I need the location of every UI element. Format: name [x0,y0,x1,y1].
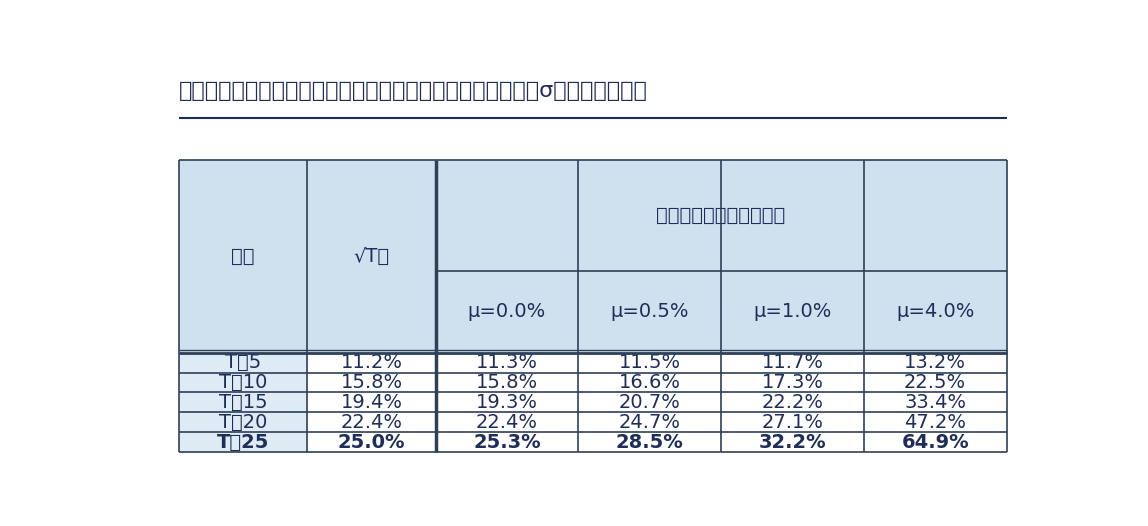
Text: シミュレーションの結果: シミュレーションの結果 [657,206,785,225]
Text: 17.3%: 17.3% [761,373,823,392]
Text: 20.7%: 20.7% [619,393,681,412]
Bar [435,353,579,372]
Bar [721,392,863,412]
Text: 11.7%: 11.7% [761,353,823,372]
Text: 24.7%: 24.7% [619,413,681,432]
Bar [721,372,863,392]
Bar [721,432,863,452]
Text: T＝15: T＝15 [219,393,267,412]
Bar [863,412,1007,432]
Text: 11.2%: 11.2% [341,353,403,372]
Bar [435,372,579,392]
Bar [579,353,721,372]
Bar [308,432,435,452]
Text: 13.2%: 13.2% [905,353,967,372]
Bar [435,412,579,432]
Text: 11.5%: 11.5% [619,353,681,372]
Text: T＝25: T＝25 [217,432,270,451]
Bar [579,392,721,412]
Bar [579,372,721,392]
Text: 25.3%: 25.3% [473,432,541,451]
Text: T＝10: T＝10 [219,373,267,392]
Text: 22.2%: 22.2% [761,393,823,412]
Bar [863,271,1007,353]
Bar [308,392,435,412]
Bar [308,412,435,432]
Bar [863,392,1007,412]
Text: 47.2%: 47.2% [905,413,967,432]
Bar [179,432,308,452]
Bar [863,432,1007,452]
Bar [308,372,435,392]
Text: 32.2%: 32.2% [759,432,827,451]
Bar [579,271,721,353]
Text: 11.3%: 11.3% [476,353,538,372]
Text: 28.5%: 28.5% [615,432,683,451]
Text: 15.8%: 15.8% [341,373,403,392]
Text: 19.3%: 19.3% [476,393,538,412]
Bar [179,353,308,372]
Text: T＝20: T＝20 [219,413,267,432]
Text: 22.4%: 22.4% [476,413,538,432]
Text: 19.4%: 19.4% [341,393,403,412]
Text: 25.0%: 25.0% [338,432,405,451]
Bar [721,353,863,372]
Text: √T倍: √T倍 [354,247,389,266]
Text: 22.5%: 22.5% [905,373,967,392]
Bar [179,372,308,392]
Text: 22.4%: 22.4% [341,413,403,432]
Bar [863,372,1007,392]
Text: 15.8%: 15.8% [476,373,538,392]
Text: 期間: 期間 [232,247,255,266]
Text: 64.9%: 64.9% [901,432,969,451]
Bar [308,160,435,353]
Text: μ=0.5%: μ=0.5% [611,302,689,321]
Text: 16.6%: 16.6% [619,373,681,392]
Text: μ=1.0%: μ=1.0% [753,302,831,321]
Text: T＝5: T＝5 [225,353,262,372]
Bar [179,160,308,353]
Bar [721,412,863,432]
Text: μ=0.0%: μ=0.0% [468,302,546,321]
Bar [435,392,579,412]
Bar [308,353,435,372]
Bar [721,271,863,353]
Bar [179,392,308,412]
Bar [435,432,579,452]
Bar [863,353,1007,372]
Bar [579,432,721,452]
Text: 33.4%: 33.4% [905,393,967,412]
Bar [435,160,1007,271]
Bar [579,412,721,432]
Bar [179,412,308,432]
Bar [435,271,579,353]
Text: 【図表３】期待リターン別、投資期間別長期投資のリスク（σ＝５％の場合）: 【図表３】期待リターン別、投資期間別長期投資のリスク（σ＝５％の場合） [179,82,647,102]
Text: 27.1%: 27.1% [761,413,823,432]
Text: μ=4.0%: μ=4.0% [895,302,975,321]
